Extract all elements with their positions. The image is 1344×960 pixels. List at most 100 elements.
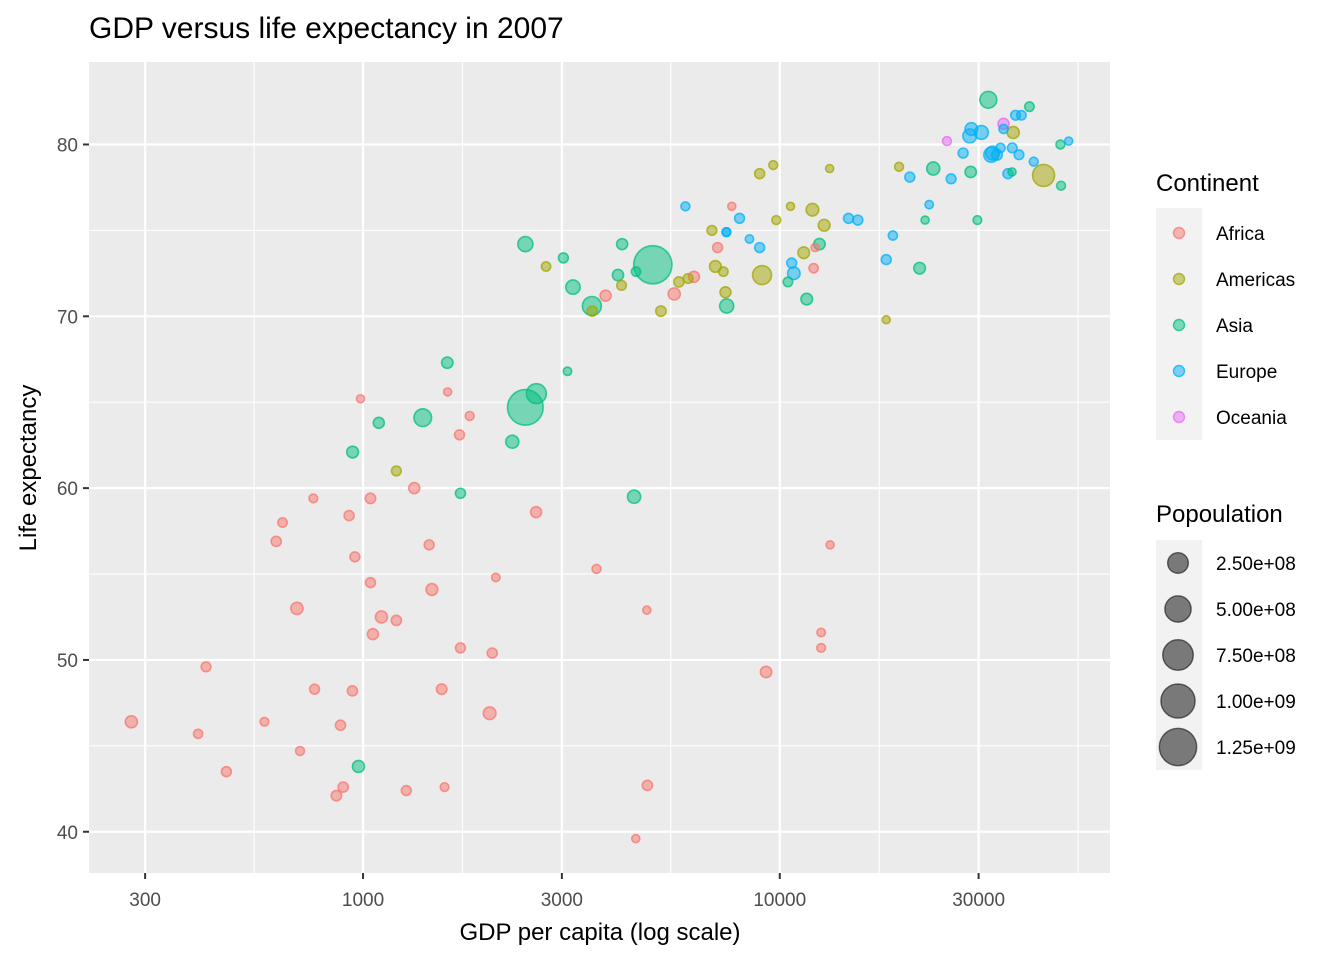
- point-africa: [294, 745, 306, 757]
- point-oceania: [941, 135, 953, 147]
- point-asia: [1023, 101, 1035, 113]
- point-europe: [852, 214, 864, 226]
- point-asia: [525, 382, 548, 405]
- point-asia: [454, 487, 467, 500]
- point-asia: [913, 261, 927, 275]
- point-europe: [744, 233, 755, 244]
- legend-label-oceania: Oceania: [1216, 408, 1287, 429]
- legend-size-key: [1164, 595, 1192, 623]
- legend-continent: Continent Africa Americas Asia Europe Oceani…: [1156, 170, 1295, 440]
- point-africa: [454, 642, 467, 654]
- point-africa: [334, 719, 347, 732]
- point-americas: [390, 465, 403, 477]
- point-europe: [1063, 136, 1074, 146]
- legend-size-label: 1.25e+09: [1216, 738, 1296, 759]
- point-americas: [615, 279, 628, 291]
- point-europe: [733, 212, 746, 225]
- legend-label-asia: Asia: [1216, 316, 1253, 337]
- point-africa: [667, 287, 682, 301]
- legend-population: Popoulation 2.50e+08 5.00e+08 7.50e+08 1.00…: [1156, 501, 1296, 770]
- point-africa: [490, 572, 501, 583]
- point-africa: [726, 201, 737, 212]
- x-tick-label: 1000: [342, 890, 384, 911]
- point-africa: [290, 601, 304, 616]
- point-asia: [972, 214, 983, 226]
- point-asia: [345, 445, 360, 459]
- point-europe: [945, 173, 957, 185]
- point-africa: [374, 610, 389, 624]
- point-africa: [630, 833, 641, 844]
- point-europe: [880, 253, 893, 266]
- legend-size-label: 2.50e+08: [1216, 554, 1296, 575]
- point-africa: [124, 714, 139, 729]
- point-americas: [706, 224, 718, 237]
- point-americas: [751, 264, 773, 286]
- legend-size-key: [1158, 727, 1198, 767]
- point-europe: [964, 121, 979, 137]
- point-asia: [630, 266, 642, 278]
- point-europe: [680, 201, 691, 212]
- point-europe: [785, 257, 798, 269]
- point-asia: [964, 165, 978, 179]
- point-africa: [355, 393, 366, 404]
- major-gridlines: [89, 62, 1110, 873]
- legend-continent-title: Continent: [1156, 170, 1259, 197]
- point-africa: [343, 509, 355, 522]
- point-asia: [565, 279, 581, 296]
- point-africa: [337, 781, 350, 793]
- point-asia: [440, 356, 454, 370]
- point-africa: [453, 429, 466, 441]
- point-africa: [366, 627, 380, 641]
- point-asia: [800, 292, 814, 306]
- point-africa: [364, 492, 377, 505]
- point-asia: [351, 759, 366, 774]
- point-europe: [887, 230, 899, 241]
- point-europe: [1015, 109, 1027, 121]
- point-africa: [259, 716, 270, 727]
- point-europe: [904, 171, 916, 183]
- legend-label-africa: Africa: [1216, 224, 1265, 245]
- point-africa: [277, 517, 288, 528]
- point-americas: [797, 246, 811, 260]
- point-asia: [718, 298, 735, 314]
- point-asia: [979, 90, 998, 110]
- point-africa: [192, 728, 204, 740]
- point-americas: [586, 305, 599, 318]
- point-americas: [893, 161, 905, 173]
- legend-size-label: 1.00e+09: [1216, 692, 1296, 713]
- y-tick-label: 70: [57, 307, 78, 328]
- point-americas: [824, 163, 835, 174]
- x-axis: 300 1000 3000 10000 30000: [129, 873, 1005, 911]
- point-africa: [308, 683, 321, 695]
- point-africa: [599, 289, 612, 302]
- point-africa: [364, 576, 377, 589]
- y-tick-label: 80: [57, 135, 78, 156]
- point-africa: [482, 706, 497, 721]
- legend-size-label: 7.50e+08: [1216, 646, 1296, 667]
- point-africa: [641, 605, 652, 615]
- point-africa: [464, 410, 475, 422]
- point-americas: [719, 285, 732, 299]
- point-africa: [529, 505, 543, 519]
- point-asia: [782, 276, 794, 288]
- minor-gridlines: [89, 62, 1110, 873]
- point-asia: [1007, 167, 1017, 177]
- x-tick-label: 3000: [541, 890, 583, 911]
- point-americas: [771, 214, 782, 226]
- point-africa: [400, 784, 413, 797]
- point-europe: [721, 226, 732, 238]
- plot-panel: [89, 62, 1110, 873]
- point-africa: [591, 563, 602, 575]
- y-axis-title: Life expectancy: [15, 385, 42, 552]
- point-africa: [423, 539, 435, 551]
- point-africa: [349, 551, 361, 563]
- point-americas: [1031, 163, 1056, 188]
- point-asia: [611, 268, 625, 282]
- point-americas: [717, 266, 729, 278]
- point-africa: [200, 661, 212, 673]
- point-americas: [785, 201, 796, 212]
- y-tick-label: 40: [57, 823, 78, 844]
- point-asia: [504, 434, 520, 450]
- point-europe: [1013, 149, 1025, 161]
